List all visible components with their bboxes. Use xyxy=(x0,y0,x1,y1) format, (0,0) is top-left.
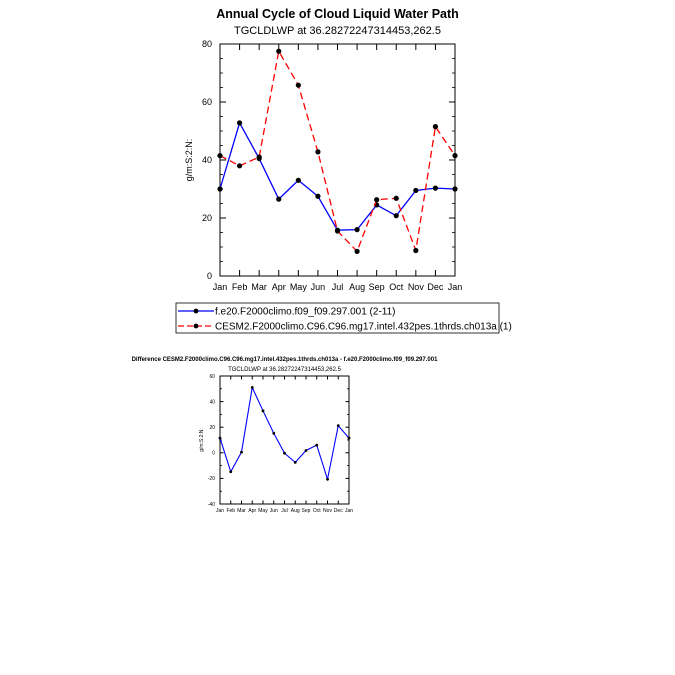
chart-1-series-2-point xyxy=(452,153,458,159)
x-tick-label: Sep xyxy=(302,508,311,514)
y-tick-label: 60 xyxy=(209,374,215,380)
chart-2-series-1-point xyxy=(336,424,340,428)
chart-1-series-1-point xyxy=(295,177,301,183)
x-tick-label: May xyxy=(258,508,268,514)
chart-1-series-1-point xyxy=(276,196,282,202)
legend-marker-1 xyxy=(193,308,199,314)
x-tick-label: Apr xyxy=(248,508,256,514)
chart-1-series-2-point xyxy=(334,228,341,234)
chart-1-series-1-point xyxy=(315,193,321,199)
legend-box xyxy=(175,302,500,334)
chart-1-series-2-point xyxy=(432,124,439,130)
y-tick-label: 20 xyxy=(209,425,215,431)
y-tick-label: -40 xyxy=(208,502,215,508)
chart-1-series-2-point xyxy=(256,154,262,160)
chart-2-series-1-point xyxy=(283,451,286,455)
y-tick-label: 80 xyxy=(202,39,212,49)
x-tick-label: Jul xyxy=(281,508,287,514)
chart-1-series-1-point xyxy=(432,185,439,191)
x-tick-label: Nov xyxy=(408,282,425,292)
x-tick-label: Jan xyxy=(345,508,353,514)
y-tick-label: 40 xyxy=(202,155,212,165)
chart-1-series-2-point xyxy=(354,248,360,254)
chart-1-subtitle: TGCLDLWP at 36.28272247314453,262.5 xyxy=(234,25,441,37)
y-tick-label: 20 xyxy=(202,213,212,223)
legend-label-2: CESM2.F2000climo.C96.C96.mg17.intel.432p… xyxy=(215,322,512,333)
chart-2-series-1-point xyxy=(261,409,265,413)
chart-2-title: Difference CESM2.F2000climo.C96.C96.mg17… xyxy=(132,357,438,363)
x-tick-label: Nov xyxy=(323,508,332,514)
legend-label-1: f.e20.F2000climo.f09_f09.297.001 (2-11) xyxy=(215,307,396,318)
x-tick-label: Oct xyxy=(313,508,321,514)
chart-1-plot-frame xyxy=(219,43,456,277)
chart-1-series-1-point xyxy=(413,187,419,194)
x-tick-label: Jan xyxy=(216,508,224,514)
chart-2-y-axis-label: g/m:S:2:N: xyxy=(199,428,205,452)
chart-2-series-1-point xyxy=(272,431,276,435)
x-tick-label: Mar xyxy=(237,508,246,514)
x-tick-label: Dec xyxy=(427,282,444,292)
x-tick-label: Jun xyxy=(311,282,326,292)
x-tick-label: Dec xyxy=(334,508,343,514)
chart-1-series-1-point xyxy=(236,120,243,126)
chart-2-series-1-point xyxy=(250,386,254,389)
chart-2-series-1-point xyxy=(304,449,308,452)
x-tick-label: Aug xyxy=(291,508,300,514)
legend-marker-2 xyxy=(193,323,199,329)
x-tick-label: Sep xyxy=(369,282,385,292)
y-tick-label: 0 xyxy=(212,451,215,457)
chart-2-series-1-point xyxy=(315,443,319,447)
chart-1-title: Annual Cycle of Cloud Liquid Water Path xyxy=(216,7,459,21)
y-tick-label: 0 xyxy=(207,271,212,281)
chart-1-series-2-point xyxy=(236,163,243,169)
chart-1-series-2-point xyxy=(374,197,380,203)
x-tick-label: Jan xyxy=(213,282,228,292)
chart-1-series-2-point xyxy=(413,247,419,254)
chart-1-series-2-point xyxy=(393,195,399,201)
chart-1-series-1-point xyxy=(354,227,360,233)
chart-2-series-1-point xyxy=(293,461,297,464)
chart-2-series-1-point xyxy=(218,436,222,440)
x-tick-label: Feb xyxy=(232,282,248,292)
y-tick-label: -20 xyxy=(208,476,215,482)
y-tick-label: 40 xyxy=(209,399,215,405)
chart-1-series-2-point xyxy=(276,48,282,54)
x-tick-label: Aug xyxy=(349,282,365,292)
chart-1-series-1-line xyxy=(219,121,456,231)
x-tick-label: Feb xyxy=(226,508,235,514)
chart-2-series-1-point xyxy=(347,436,351,440)
x-tick-label: Mar xyxy=(251,282,267,292)
chart-1-series-1-point xyxy=(393,213,399,219)
chart-1-series-1-point xyxy=(452,186,458,192)
x-tick-label: Apr xyxy=(272,282,286,292)
chart-1-series-2-point xyxy=(217,153,223,159)
x-tick-label: May xyxy=(290,282,308,292)
chart-2-series-1-point xyxy=(326,477,329,481)
chart-1-series-2-point xyxy=(295,82,301,88)
x-tick-label: Jul xyxy=(332,282,344,292)
chart-2-series-1-line xyxy=(219,385,350,480)
chart-2-series-1-point xyxy=(240,450,243,454)
chart-2-series-1-point xyxy=(229,470,233,474)
chart-2-subtitle: TGCLDLWP at 36.28272247314453,262.5 xyxy=(228,367,342,373)
chart-2-plot-frame xyxy=(219,375,350,505)
chart-1-series-1-point xyxy=(217,186,223,192)
x-tick-label: Oct xyxy=(389,282,404,292)
x-tick-label: Jun xyxy=(270,508,278,514)
x-tick-label: Jan xyxy=(448,282,463,292)
chart-1-series-2-point xyxy=(315,149,321,155)
y-tick-label: 60 xyxy=(202,97,212,107)
chart-1-y-axis-label: g/m:S:2:N: xyxy=(184,139,194,182)
